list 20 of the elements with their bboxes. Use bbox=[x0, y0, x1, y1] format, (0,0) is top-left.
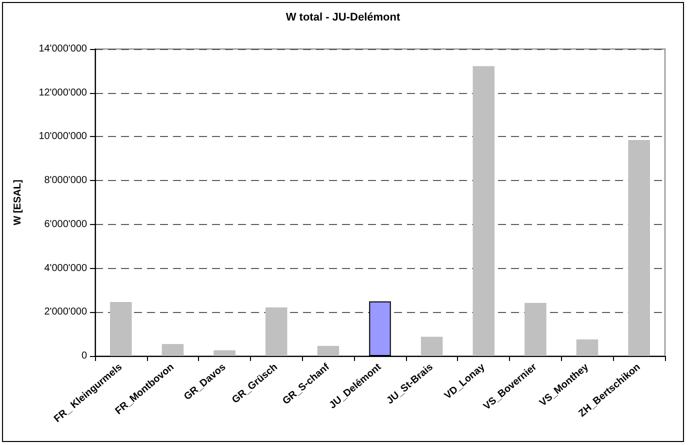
bar bbox=[162, 344, 184, 356]
y-axis-title: W [ESAL] bbox=[12, 180, 24, 226]
y-tick-label: 8'000'000 bbox=[44, 175, 88, 186]
y-tick-label: 14'000'000 bbox=[38, 44, 88, 54]
bar bbox=[214, 350, 236, 356]
bar bbox=[420, 336, 443, 356]
bar bbox=[576, 339, 598, 356]
y-tick-label: 2'000'000 bbox=[44, 306, 88, 318]
y-tick-label: 12'000'000 bbox=[38, 87, 88, 98]
bar bbox=[472, 66, 495, 356]
y-tick-label: 4'000'000 bbox=[44, 262, 88, 274]
bar bbox=[110, 302, 132, 356]
chart-title: W total - JU-Delémont bbox=[286, 12, 400, 24]
bar bbox=[317, 346, 340, 356]
bar bbox=[524, 302, 546, 356]
y-tick-label: 6'000'000 bbox=[44, 218, 88, 230]
y-tick-label: 0 bbox=[81, 350, 88, 362]
y-tick-label: 10'000'000 bbox=[38, 131, 88, 142]
bar bbox=[265, 307, 288, 356]
bar bbox=[628, 140, 650, 356]
